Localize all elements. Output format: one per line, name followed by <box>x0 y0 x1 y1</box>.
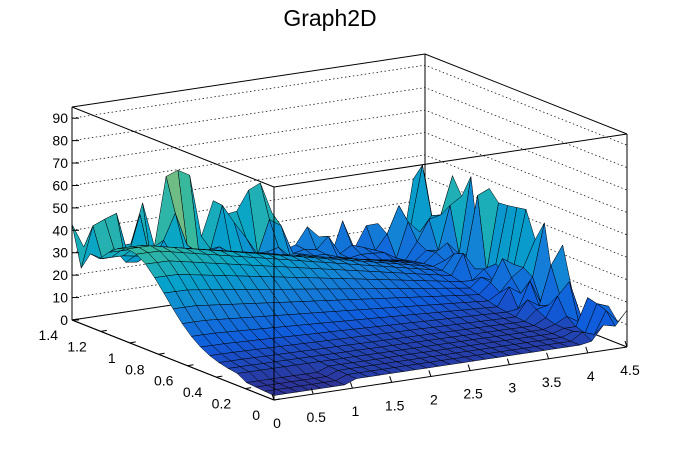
y-axis-line <box>71 319 275 401</box>
z-tick-label: 60 <box>52 177 68 193</box>
y-tick-label: 0.6 <box>154 373 174 389</box>
x-tick <box>349 382 353 389</box>
x-tick <box>271 393 275 401</box>
grid-line <box>71 132 628 213</box>
z-tick-label: 90 <box>52 110 68 126</box>
z-tick-label: 40 <box>52 222 68 238</box>
y-tick-label: 0.8 <box>125 361 145 377</box>
y-tick <box>245 387 252 390</box>
x-tick <box>428 370 432 377</box>
x-tick <box>310 387 314 395</box>
x-tick-label: 0 <box>273 415 281 431</box>
y-tick <box>158 352 165 355</box>
top-left-edge <box>71 106 275 188</box>
y-tick-label: 1 <box>108 350 116 366</box>
y-tick-label: 1.2 <box>67 338 87 354</box>
x-tick-label: 4 <box>587 368 595 384</box>
x-tick-label: 0.5 <box>306 409 326 425</box>
x-tick-label: 1.5 <box>385 397 405 413</box>
z-tick-label: 30 <box>52 245 68 261</box>
x-tick-label: 1 <box>352 403 360 419</box>
y-axis: 0 0.2 0.4 0.6 0.8 1 1.2 1.4 <box>39 318 281 423</box>
z-tick-label: 0 <box>60 312 68 328</box>
y-tick <box>273 398 281 401</box>
grid-line <box>71 154 628 236</box>
z-tick-label: 20 <box>52 267 68 283</box>
grid-line <box>71 64 628 146</box>
chart-title: Graph2D <box>283 5 376 31</box>
x-tick-label: 2 <box>430 391 438 407</box>
top-back-edge <box>71 53 628 135</box>
z-tick-label: 50 <box>52 200 68 216</box>
y-tick-label: 1.4 <box>39 327 59 343</box>
y-tick <box>129 341 136 344</box>
y-tick-label: 0 <box>252 407 260 423</box>
z-tick-label: 80 <box>52 133 68 149</box>
y-tick-label: 0.2 <box>212 396 232 412</box>
x-tick <box>585 346 589 354</box>
z-tick-label: 70 <box>52 155 68 171</box>
y-tick <box>187 364 194 367</box>
x-tick <box>389 376 393 383</box>
y-tick <box>71 318 79 321</box>
grid-line <box>71 109 628 191</box>
x-tick-label: 3 <box>508 380 516 396</box>
y-tick-label: 0.4 <box>183 384 203 400</box>
x-tick <box>506 358 510 365</box>
top-front-edge <box>273 133 628 188</box>
z-axis: 0 10 20 30 40 50 60 70 80 90 <box>52 107 79 328</box>
x-tick-label: 3.5 <box>542 374 562 390</box>
grid-line <box>71 87 628 168</box>
x-tick-label: 2.5 <box>463 386 483 402</box>
x-tick <box>546 352 550 359</box>
y-tick <box>216 375 223 378</box>
x-axis: 0 0.5 1 1.5 2 2.5 3 3.5 4 4.5 <box>271 340 640 431</box>
z-tick-label: 10 <box>52 290 68 306</box>
x-tick <box>624 340 628 348</box>
surface-cell <box>264 389 287 396</box>
y-tick <box>100 329 107 332</box>
x-tick-label: 4.5 <box>620 362 640 378</box>
x-tick <box>467 364 471 371</box>
surface-mesh <box>71 164 628 396</box>
